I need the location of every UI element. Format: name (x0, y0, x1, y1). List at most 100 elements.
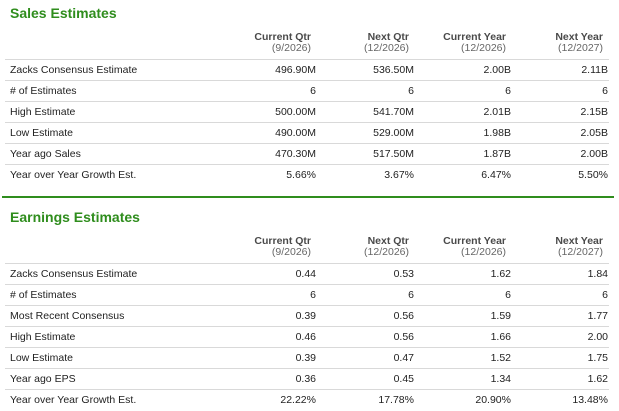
cell-next-year: 1.62 (587, 373, 608, 385)
row-label: Low Estimate (10, 352, 74, 364)
row-label: Year over Year Growth Est. (10, 394, 137, 406)
row-label: Zacks Consensus Estimate (10, 268, 138, 280)
cell-current-year: 6 (505, 85, 511, 97)
table-row: Zacks Consensus Estimate 496.90M 536.50M… (5, 59, 609, 81)
cell-next-qtr: 0.56 (393, 310, 414, 322)
table-row: Year ago EPS 0.36 0.45 1.34 1.62 (5, 368, 609, 390)
col-header-label: Current Year (443, 235, 506, 247)
sales-estimates-title: Sales Estimates (10, 5, 117, 21)
cell-current-qtr: 0.44 (295, 268, 316, 280)
cell-current-year: 1.66 (490, 331, 511, 343)
col-header-period: (12/2026) (461, 42, 506, 54)
cell-current-year: 6 (505, 289, 511, 301)
row-label: Low Estimate (10, 127, 74, 139)
row-label: Zacks Consensus Estimate (10, 64, 138, 76)
row-label: Most Recent Consensus (10, 310, 125, 322)
cell-current-qtr: 0.46 (295, 331, 316, 343)
cell-next-year: 1.77 (587, 310, 608, 322)
cell-current-qtr: 0.39 (295, 310, 316, 322)
col-header-label: Current Year (443, 31, 506, 43)
table-row: Year over Year Growth Est. 22.22% 17.78%… (5, 389, 609, 411)
earnings-col-next-qtr: Next Qtr (12/2026) (329, 236, 409, 258)
row-label: # of Estimates (10, 289, 77, 301)
cell-current-year: 1.59 (490, 310, 511, 322)
cell-next-year: 2.00B (580, 148, 608, 160)
earnings-col-current-qtr: Current Qtr (9/2026) (231, 236, 311, 258)
section-divider (2, 196, 614, 198)
row-label: # of Estimates (10, 85, 77, 97)
cell-current-qtr: 496.90M (275, 64, 316, 76)
cell-current-year: 1.98B (483, 127, 511, 139)
col-header-label: Current Qtr (254, 31, 311, 43)
cell-next-qtr: 529.00M (373, 127, 414, 139)
cell-current-year: 20.90% (475, 394, 511, 406)
cell-next-qtr: 0.53 (393, 268, 414, 280)
cell-current-qtr: 6 (310, 289, 316, 301)
cell-next-qtr: 0.47 (393, 352, 414, 364)
cell-next-qtr: 6 (408, 85, 414, 97)
cell-current-qtr: 0.36 (295, 373, 316, 385)
table-row: Most Recent Consensus 0.39 0.56 1.59 1.7… (5, 305, 609, 327)
cell-next-year: 2.05B (580, 127, 608, 139)
cell-next-qtr: 0.45 (393, 373, 414, 385)
cell-next-year: 2.15B (580, 106, 608, 118)
col-header-period: (9/2026) (271, 246, 311, 258)
table-row: High Estimate 0.46 0.56 1.66 2.00 (5, 326, 609, 348)
cell-current-qtr: 470.30M (275, 148, 316, 160)
cell-current-year: 1.62 (490, 268, 511, 280)
row-label: High Estimate (10, 106, 76, 118)
table-row: Year over Year Growth Est. 5.66% 3.67% 6… (5, 164, 609, 186)
col-header-period: (12/2027) (558, 42, 603, 54)
row-label: Year ago Sales (10, 148, 81, 160)
table-row: Year ago Sales 470.30M 517.50M 1.87B 2.0… (5, 143, 609, 165)
table-row: Zacks Consensus Estimate 0.44 0.53 1.62 … (5, 263, 609, 285)
col-header-period: (12/2027) (558, 246, 603, 258)
table-row: High Estimate 500.00M 541.70M 2.01B 2.15… (5, 101, 609, 123)
sales-col-next-qtr: Next Qtr (12/2026) (329, 32, 409, 54)
cell-next-year: 6 (602, 289, 608, 301)
col-header-label: Next Qtr (367, 31, 409, 43)
cell-next-qtr: 536.50M (373, 64, 414, 76)
cell-next-qtr: 517.50M (373, 148, 414, 160)
earnings-col-next-year: Next Year (12/2027) (523, 236, 603, 258)
col-header-label: Next Qtr (367, 235, 409, 247)
cell-current-year: 2.00B (483, 64, 511, 76)
col-header-period: (12/2026) (364, 42, 409, 54)
row-label: High Estimate (10, 331, 76, 343)
cell-current-year: 1.34 (490, 373, 511, 385)
row-label: Year over Year Growth Est. (10, 169, 137, 181)
cell-current-year: 1.87B (483, 148, 511, 160)
table-row: # of Estimates 6 6 6 6 (5, 284, 609, 306)
cell-next-year: 5.50% (578, 169, 608, 181)
row-label: Year ago EPS (10, 373, 76, 385)
col-header-period: (12/2026) (461, 246, 506, 258)
cell-next-qtr: 3.67% (384, 169, 414, 181)
sales-col-current-year: Current Year (12/2026) (426, 32, 506, 54)
sales-col-next-year: Next Year (12/2027) (523, 32, 603, 54)
cell-current-qtr: 22.22% (280, 394, 316, 406)
cell-next-year: 1.75 (587, 352, 608, 364)
table-row: Low Estimate 490.00M 529.00M 1.98B 2.05B (5, 122, 609, 144)
col-header-period: (12/2026) (364, 246, 409, 258)
table-row: # of Estimates 6 6 6 6 (5, 80, 609, 102)
cell-current-year: 1.52 (490, 352, 511, 364)
col-header-label: Next Year (555, 235, 603, 247)
sales-col-current-qtr: Current Qtr (9/2026) (231, 32, 311, 54)
cell-current-qtr: 0.39 (295, 352, 316, 364)
cell-next-qtr: 17.78% (378, 394, 414, 406)
cell-current-qtr: 6 (310, 85, 316, 97)
table-row: Low Estimate 0.39 0.47 1.52 1.75 (5, 347, 609, 369)
col-header-label: Current Qtr (254, 235, 311, 247)
earnings-estimates-title: Earnings Estimates (10, 209, 140, 225)
earnings-col-current-year: Current Year (12/2026) (426, 236, 506, 258)
cell-current-qtr: 500.00M (275, 106, 316, 118)
cell-next-year: 2.00 (587, 331, 608, 343)
cell-next-year: 1.84 (587, 268, 608, 280)
cell-current-year: 6.47% (481, 169, 511, 181)
cell-current-qtr: 490.00M (275, 127, 316, 139)
cell-next-year: 13.48% (572, 394, 608, 406)
cell-next-qtr: 0.56 (393, 331, 414, 343)
cell-next-qtr: 6 (408, 289, 414, 301)
cell-next-year: 2.11B (581, 64, 608, 76)
col-header-period: (9/2026) (271, 42, 311, 54)
